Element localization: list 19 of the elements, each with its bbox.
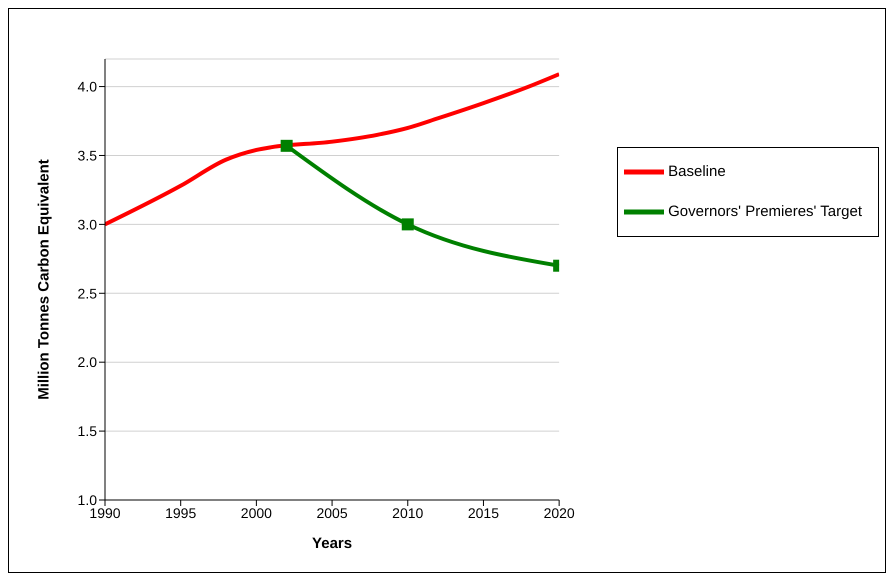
- x-tick-label: 2000: [240, 504, 272, 521]
- y-tick-label: 4.0: [78, 78, 98, 95]
- x-tick-label: 2015: [468, 504, 500, 521]
- legend-label: Governors' Premieres' Target: [668, 203, 862, 220]
- x-tick-label: 2005: [316, 504, 348, 521]
- y-tick-label: 2.0: [78, 354, 98, 370]
- x-tick-label: 2020: [544, 504, 575, 521]
- y-tick-label: 2.5: [78, 285, 98, 302]
- x-tick-label: 1995: [165, 504, 196, 521]
- point: [402, 218, 414, 230]
- y-axis-title: Million Tonnes Carbon Equivalent: [35, 159, 52, 400]
- y-tick-label: 3.5: [78, 147, 98, 164]
- legend-label: Baseline: [668, 163, 726, 180]
- x-axis-title: Years: [312, 535, 352, 552]
- y-tick-label: 1.5: [78, 423, 98, 440]
- x-tick-label: 2010: [392, 504, 424, 521]
- line-series: [105, 72, 560, 226]
- y-tick-label: 3.0: [78, 216, 98, 232]
- point: [280, 140, 293, 152]
